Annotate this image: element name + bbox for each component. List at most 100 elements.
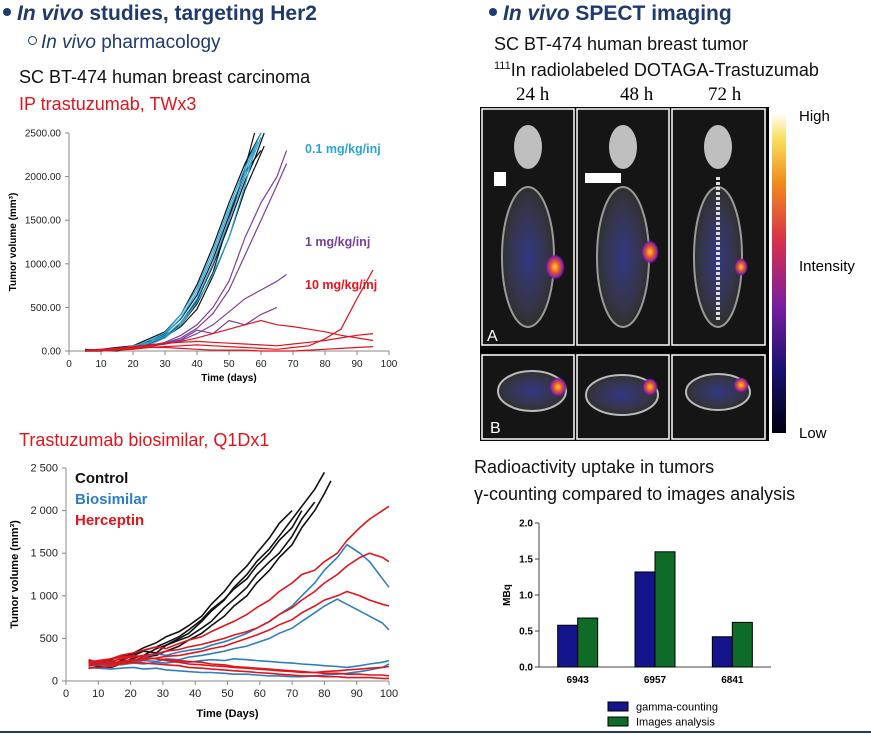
radiolabel-text: In radiolabeled DOTAGA-Trastuzumab [510,60,819,80]
spect-image-panel: A B High Intensity Low [480,107,867,442]
y-tick-label: 2 000 [30,505,58,517]
series-line-control-0 [84,132,265,352]
y-tick-label: 2.0 [519,519,533,530]
series-line-control-3 [88,480,332,669]
chart-uptake: 0.0 0.5 1.0 1.5 2.0 MBq 6943 6957 6841 gamma-coun… [502,519,771,729]
category-label: 6943 [567,675,590,686]
series-line-10-16 [84,346,374,352]
bar-6841-1 [731,621,753,668]
left-heading-rest: studies, targeting Her2 [83,2,317,25]
left-heading-em: In vivo [17,2,84,25]
series-line-herceptin-12 [88,654,390,677]
series-line-control-1 [84,132,262,352]
right-heading-rest: SPECT imaging [569,2,732,25]
series-line-control-2 [88,510,303,664]
y-tick-label: 500 [40,633,58,645]
y-tick-label: 0.5 [519,627,533,638]
chart-dose-response: 0.00 500.00 1000.00 1500.00 2000.00 2500.00 0 1… [8,129,398,385]
left-heading: In vivo studies, targeting Her2 [3,2,317,26]
series-line-herceptin-9 [88,505,390,664]
y-tick-label: 2000.00 [25,172,62,183]
tumor-label: SC BT-474 human breast tumor [494,34,749,54]
y-tick-label: 2500.00 [25,129,62,140]
y-axis-label: MBq [502,584,513,606]
x-tick-label: 20 [124,688,136,700]
y-axis-label: Tumor volume (mm³) [8,193,19,292]
section2-title: Trastuzumab biosimilar, Q1Dx1 [19,430,270,450]
x-tick-label: 50 [223,359,235,370]
series-line-10-15 [84,333,374,351]
axial-48h [585,374,659,416]
x-tick-label: 20 [127,359,139,370]
x-tick-label: 60 [255,359,267,370]
x-tick-label: 80 [319,359,331,370]
footer-rule [0,731,871,733]
bar-6957-0 [634,571,656,668]
panel-b-label: B [490,420,501,437]
y-tick-label: 0.00 [42,347,62,358]
y-tick-label: 0 [52,676,58,688]
dose-annotation: 0.1 mg/kg/inj [305,142,381,156]
category-label: 6841 [721,675,744,686]
x-tick-label: 40 [189,688,201,700]
dose-annotation: 10 mg/kg/inj [305,278,377,292]
y-tick-label: 1 000 [30,590,58,602]
intensity-colorbar [772,113,786,433]
bullet-icon [3,8,11,17]
series-line-0.1-6 [84,132,262,352]
axial-72h [685,373,751,411]
y-tick-label: 1.0 [519,591,533,602]
series-line-herceptin-11 [88,590,390,667]
series-line-herceptin-13 [88,661,389,680]
x-tick-label: 100 [381,359,398,370]
x-tick-label: 60 [254,688,266,700]
x-tick-label: 10 [92,688,104,700]
y-tick-label: 2 500 [30,463,58,475]
bullet-icon [489,8,497,17]
chart-biosimilar: 0 500 1 000 1 500 2 000 2 500 0 10 20 30 40 50 60 70 8… [9,463,398,721]
right-heading-em: In vivo [503,2,570,25]
series-line-herceptin-14 [88,657,390,674]
right-heading: In vivo SPECT imaging [489,2,732,26]
axial-24h [497,370,567,412]
regimen-label: IP trastuzumab, TWx3 [19,94,197,114]
panel-a-label: A [487,328,498,345]
bar-6943-0 [557,624,579,668]
category-label: 6957 [644,675,667,686]
series-line-1-10 [84,163,288,352]
legend-entry: Herceptin [75,512,144,529]
x-axis-label: Time (days) [201,373,256,384]
x-tick-label: 80 [318,688,330,700]
x-tick-label: 30 [157,688,169,700]
x-tick-label: 90 [351,359,363,370]
x-tick-label: 50 [221,688,233,700]
series-line-10-13 [84,319,374,352]
radiolabel-label: 111In radiolabeled DOTAGA-Trastuzumab [494,60,819,81]
x-axis-label: Time (Days) [196,708,258,720]
time-48h: 48 h [620,84,654,105]
uptake-subtitle: γ-counting compared to images analysis [474,484,796,504]
spect-image: A B High Intensity Low [480,107,867,442]
series-line-biosimilar-7 [88,657,390,669]
legend-entry: Biosimilar [75,491,148,508]
x-tick-label: 0 [63,688,69,700]
rat-48h [585,125,659,328]
scale-low: Low [799,425,827,441]
scale-high: High [799,108,830,125]
ring-bullet-icon [28,36,37,46]
series-line-control-4 [84,150,262,352]
rat-72h [693,125,748,328]
left-sub-em: In vivo [41,32,96,53]
x-tick-label: 0 [66,359,72,370]
bar-6943-1 [577,617,599,668]
time-72h: 72 h [708,84,742,105]
x-tick-label: 70 [287,359,299,370]
series-line-0.1-5 [85,137,262,352]
legend-swatch [607,701,629,712]
x-tick-label: 10 [95,359,107,370]
series-line-0.1-7 [84,141,259,352]
left-subheading: In vivo pharmacology [28,32,221,54]
x-tick-label: 70 [286,688,298,700]
x-tick-label: 90 [351,688,363,700]
y-tick-label: 1 500 [30,548,58,560]
